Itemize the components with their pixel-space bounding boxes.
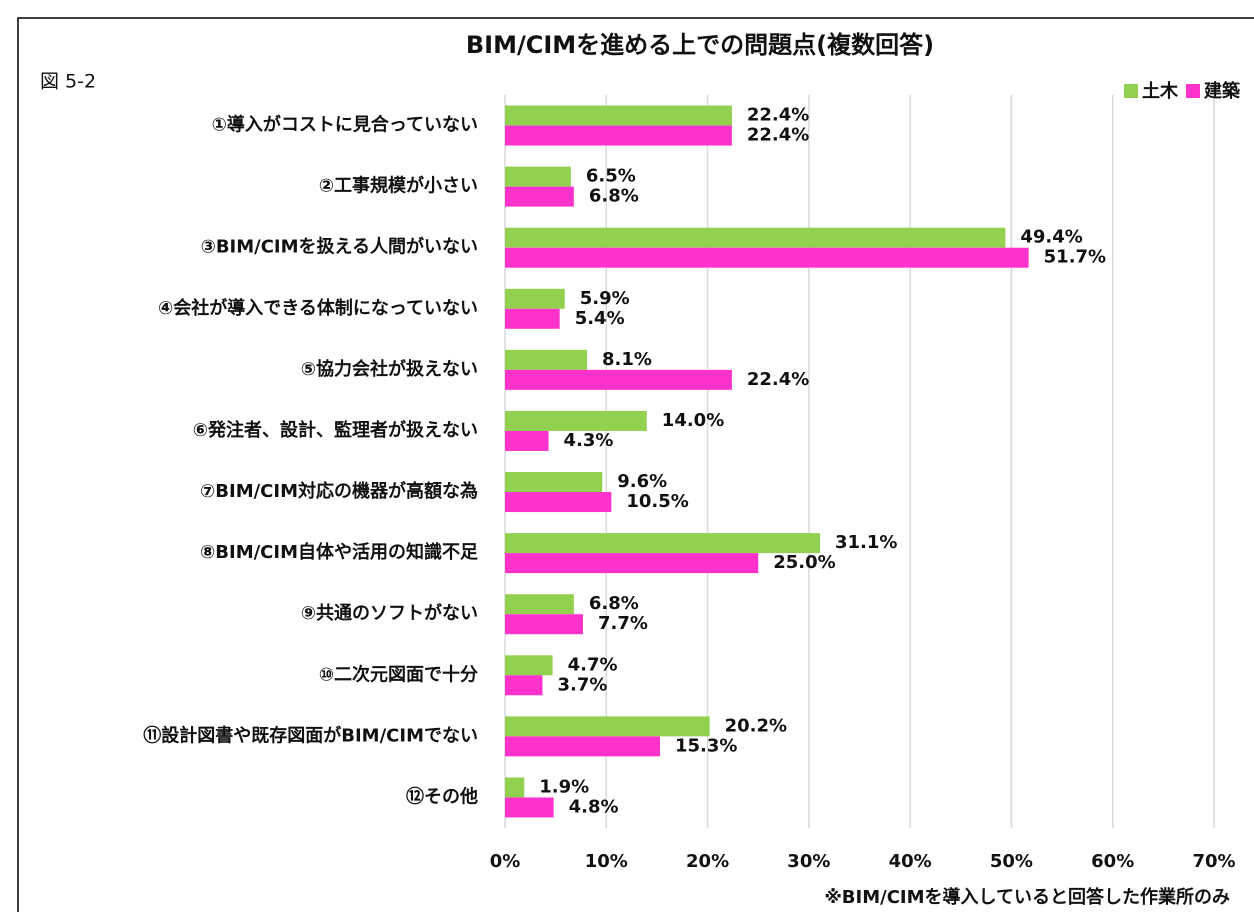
data-label: 31.1% <box>835 532 897 553</box>
bar <box>505 655 553 676</box>
data-label: 22.4% <box>747 369 809 390</box>
x-tick-label: 40% <box>889 851 932 872</box>
y-tick-label: ⑩二次元図面で十分 <box>319 663 478 685</box>
x-tick-label: 50% <box>990 851 1033 872</box>
y-tick-label: ⑦BIM/CIM対応の機器が高額な為 <box>200 480 478 502</box>
data-label: 6.5% <box>586 166 636 187</box>
legend-label: 建築 <box>1204 80 1241 102</box>
data-label: 5.4% <box>575 308 625 329</box>
figure-label: 図 5-2 <box>40 71 96 93</box>
y-tick-label: ⑧BIM/CIM自体や活用の知識不足 <box>200 541 478 563</box>
bar <box>505 410 647 431</box>
bar <box>505 288 565 309</box>
x-tick-label: 0% <box>490 851 521 872</box>
legend-label: 土木 <box>1142 80 1179 102</box>
data-label: 14.0% <box>662 410 724 431</box>
bar <box>505 472 603 493</box>
y-tick-label: ①導入がコストに見合っていない <box>212 114 478 136</box>
data-label: 8.1% <box>602 349 652 370</box>
bar <box>505 553 759 574</box>
y-tick-label: ⑥発注者、設計、監理者が扱えない <box>193 419 478 441</box>
y-tick-label: ⑪設計図書や既存図面がBIM/CIMでない <box>143 724 478 746</box>
y-tick-label: ⑨共通のソフトがない <box>301 602 478 624</box>
data-label: 5.9% <box>580 288 630 309</box>
data-label: 7.7% <box>598 613 648 634</box>
bar <box>505 125 732 146</box>
data-label: 49.4% <box>1020 227 1082 248</box>
data-label: 51.7% <box>1044 247 1106 268</box>
footnote: ※BIM/CIMを導入していると回答した作業所のみ <box>824 886 1230 908</box>
bar <box>505 736 660 757</box>
bar <box>505 349 588 370</box>
x-tick-label: 20% <box>686 851 729 872</box>
data-label: 3.7% <box>557 674 607 695</box>
bar <box>505 369 732 390</box>
data-label: 10.5% <box>626 491 688 512</box>
y-tick-label: ③BIM/CIMを扱える人間がいない <box>201 236 478 258</box>
bar <box>505 797 554 818</box>
data-label: 9.6% <box>617 471 667 492</box>
bar <box>505 533 820 554</box>
data-label: 4.3% <box>564 430 614 451</box>
bar <box>505 166 571 187</box>
bar <box>505 716 710 737</box>
bar <box>505 247 1029 268</box>
chart-frame <box>17 17 1254 912</box>
legend-swatch <box>1124 84 1138 98</box>
chart-title: BIM/CIMを進める上での問題点(複数回答) <box>466 31 934 59</box>
x-tick-label: 60% <box>1091 851 1134 872</box>
data-label: 6.8% <box>589 593 639 614</box>
bar <box>505 186 574 207</box>
data-label: 22.4% <box>747 105 809 126</box>
data-label: 25.0% <box>773 552 835 573</box>
bar <box>505 430 549 451</box>
data-label: 1.9% <box>539 776 589 797</box>
bar <box>505 594 574 615</box>
data-label: 4.7% <box>568 654 618 675</box>
bar <box>505 105 732 126</box>
y-tick-label: ⑫その他 <box>406 785 478 807</box>
bar <box>505 492 612 513</box>
data-label: 22.4% <box>747 125 809 146</box>
x-tick-label: 70% <box>1192 851 1235 872</box>
data-label: 6.8% <box>589 186 639 207</box>
bar <box>505 614 583 635</box>
data-label: 15.3% <box>675 735 737 756</box>
data-label: 20.2% <box>725 715 787 736</box>
y-tick-label: ②工事規模が小さい <box>319 175 478 197</box>
legend-swatch <box>1186 84 1200 98</box>
bar <box>505 227 1006 248</box>
data-label: 4.8% <box>569 796 619 817</box>
x-tick-label: 30% <box>787 851 830 872</box>
bar <box>505 675 543 696</box>
y-tick-label: ④会社が導入できる体制になっていない <box>158 297 478 319</box>
bar <box>505 308 560 329</box>
bar <box>505 777 525 798</box>
y-tick-label: ⑤協力会社が扱えない <box>301 358 478 380</box>
x-tick-label: 10% <box>585 851 628 872</box>
